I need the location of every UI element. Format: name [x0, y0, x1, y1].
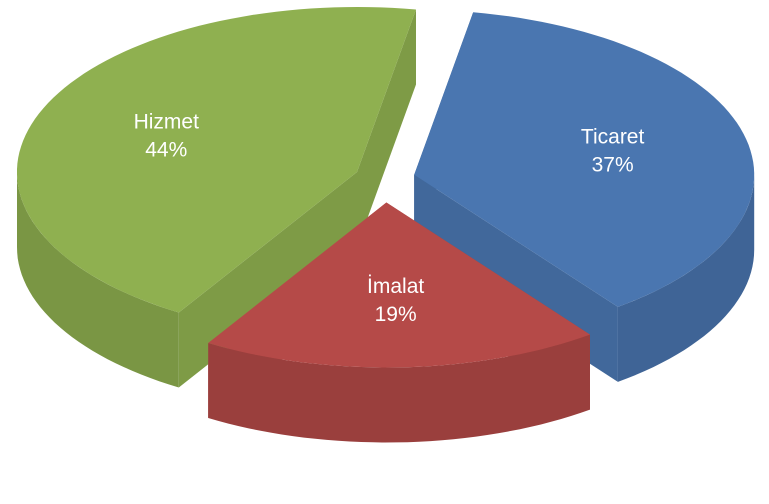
- slice-wall: [617, 174, 755, 382]
- slice-value-label: 19%: [375, 303, 417, 326]
- slice: [17, 7, 416, 313]
- slice-wall: [17, 172, 179, 388]
- slice-value-label: 37%: [592, 153, 634, 176]
- slice-category: İmalat: [367, 275, 424, 298]
- slice-wall: [208, 334, 590, 443]
- slice-value-label: 44%: [145, 138, 187, 161]
- slice: [208, 202, 590, 368]
- slice-side: [357, 9, 416, 247]
- slice-category: Ticaret: [581, 125, 645, 148]
- slice-category: Hizmet: [134, 110, 200, 133]
- slice: [414, 12, 755, 307]
